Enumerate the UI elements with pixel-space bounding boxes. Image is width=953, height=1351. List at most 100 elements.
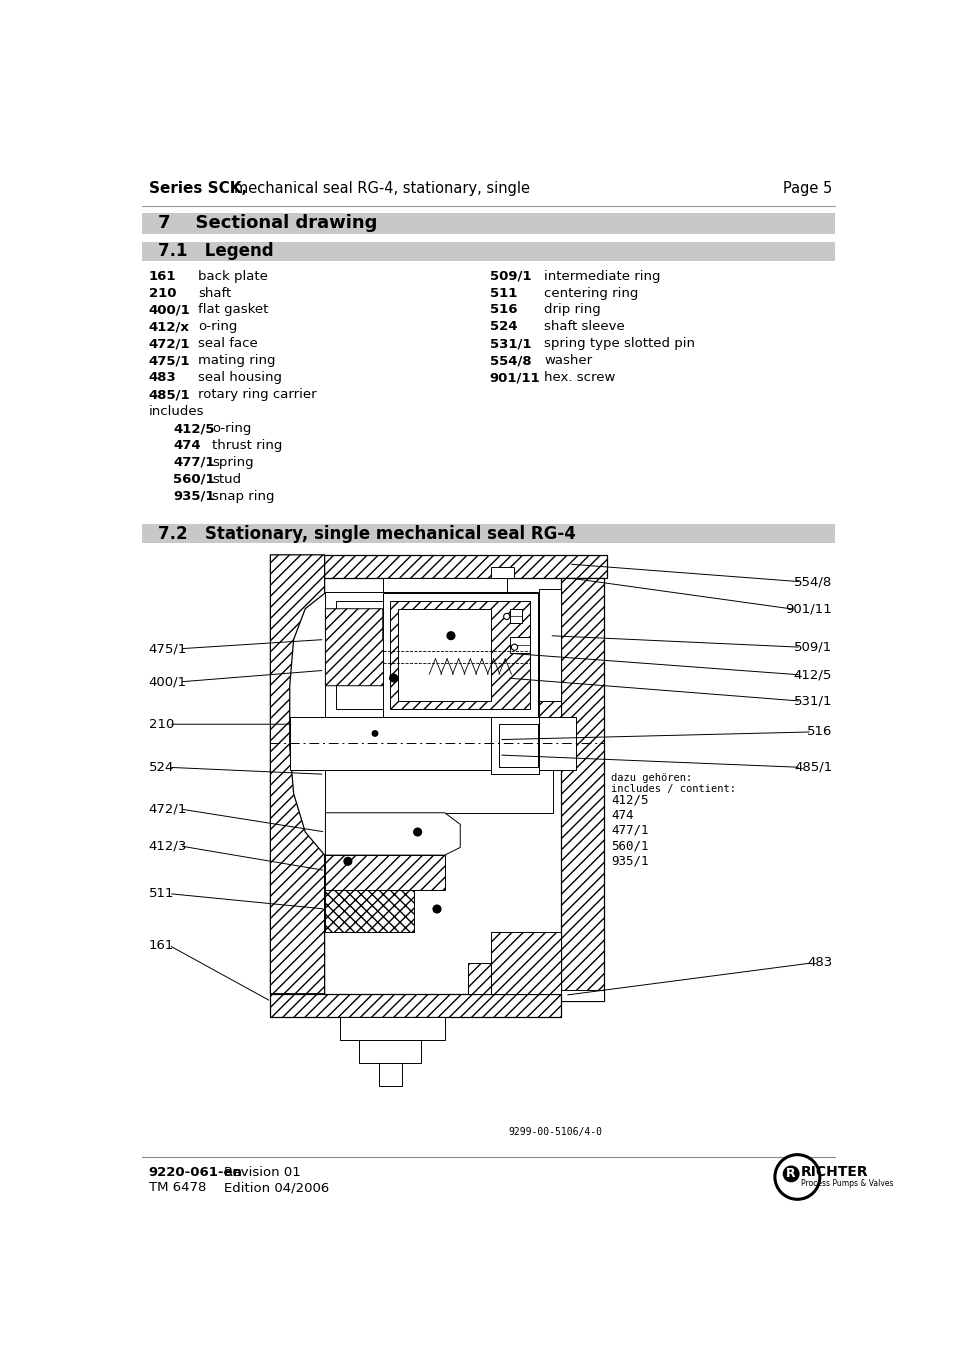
Bar (538, 589, 560, 701)
Text: 935/1: 935/1 (173, 490, 214, 503)
Text: o-ring: o-ring (212, 422, 252, 435)
Bar (142, 242, 835, 261)
Polygon shape (325, 855, 444, 890)
Bar (390, 601, 530, 709)
Text: 485/1: 485/1 (793, 761, 831, 774)
Text: 554/8: 554/8 (793, 576, 831, 588)
Bar (290, 716, 576, 770)
Text: thrust ring: thrust ring (212, 439, 282, 453)
Text: drip ring: drip ring (543, 304, 600, 316)
Polygon shape (270, 555, 324, 994)
Text: 412/x: 412/x (149, 320, 190, 334)
Text: mating ring: mating ring (198, 354, 275, 367)
Text: 524: 524 (489, 320, 517, 334)
Circle shape (511, 644, 517, 650)
Text: 400/1: 400/1 (149, 676, 187, 689)
Text: rotary ring carrier: rotary ring carrier (198, 388, 316, 401)
Text: mechanical seal RG-4, stationary, single: mechanical seal RG-4, stationary, single (233, 181, 530, 196)
Text: o-ring: o-ring (198, 320, 237, 334)
Text: 509/1: 509/1 (489, 270, 531, 282)
Circle shape (774, 1155, 819, 1200)
Text: centering ring: centering ring (543, 286, 638, 300)
Text: 474: 474 (611, 809, 633, 821)
Text: spring type slotted pin: spring type slotted pin (543, 338, 694, 350)
Text: 210: 210 (149, 717, 173, 731)
Circle shape (372, 731, 377, 736)
Text: back plate: back plate (198, 270, 268, 282)
Bar (531, 597, 538, 693)
Text: hex. screw: hex. screw (543, 372, 615, 384)
Text: 474: 474 (173, 439, 201, 453)
Text: Process Pumps & Valves: Process Pumps & Valves (801, 1178, 893, 1188)
Text: 472/1: 472/1 (149, 802, 187, 816)
Bar (537, 990, 603, 1001)
Circle shape (782, 1166, 798, 1182)
Bar (498, 724, 537, 766)
Text: stud: stud (212, 473, 241, 486)
Bar (378, 1063, 402, 1086)
Circle shape (414, 828, 421, 836)
Text: 7.1   Legend: 7.1 Legend (158, 242, 274, 261)
Text: 412/3: 412/3 (149, 839, 187, 852)
Text: 511: 511 (149, 888, 174, 900)
Text: 7.2   Stationary, single mechanical seal RG-4: 7.2 Stationary, single mechanical seal R… (158, 524, 576, 543)
Circle shape (433, 905, 440, 913)
Text: 516: 516 (489, 304, 517, 316)
Bar (560, 578, 603, 1001)
Text: TM 6478: TM 6478 (149, 1181, 206, 1194)
Circle shape (344, 858, 352, 865)
Text: 531/1: 531/1 (489, 338, 531, 350)
Bar (325, 592, 537, 716)
Text: snap ring: snap ring (212, 490, 274, 503)
Text: 400/1: 400/1 (149, 304, 191, 316)
Text: 524: 524 (149, 761, 173, 774)
Bar (325, 770, 553, 813)
Bar (397, 609, 491, 701)
Text: seal housing: seal housing (198, 372, 282, 384)
Text: 935/1: 935/1 (611, 855, 648, 867)
Text: 554/8: 554/8 (489, 354, 531, 367)
Text: 560/1: 560/1 (173, 473, 214, 486)
Text: 9299-00-5106/4-0: 9299-00-5106/4-0 (508, 1127, 602, 1138)
Text: 210: 210 (149, 286, 176, 300)
Text: 472/1: 472/1 (149, 338, 190, 350)
Text: washer: washer (543, 354, 592, 367)
Text: Series SCK,: Series SCK, (149, 181, 247, 196)
Text: Page 5: Page 5 (782, 181, 831, 196)
Text: includes: includes (149, 405, 204, 417)
Polygon shape (325, 813, 459, 855)
Text: dazu gehören:: dazu gehören: (611, 773, 692, 784)
Circle shape (447, 632, 455, 639)
Text: Revision 01: Revision 01 (224, 1166, 300, 1179)
Text: 485/1: 485/1 (149, 388, 191, 401)
Bar (468, 963, 491, 994)
Text: 477/1: 477/1 (611, 824, 648, 838)
Bar (340, 1017, 444, 1040)
Text: 483: 483 (806, 957, 831, 970)
Text: shaft: shaft (198, 286, 232, 300)
Bar (142, 524, 835, 543)
Text: 7    Sectional drawing: 7 Sectional drawing (158, 215, 377, 232)
Bar (325, 813, 444, 824)
Text: 560/1: 560/1 (611, 839, 648, 852)
Text: 516: 516 (806, 725, 831, 739)
Circle shape (503, 613, 509, 620)
Text: spring: spring (212, 455, 253, 469)
Bar (509, 609, 521, 623)
Text: 161: 161 (149, 939, 173, 951)
Bar (382, 593, 537, 716)
Bar (325, 867, 414, 932)
Text: 412/5: 412/5 (173, 422, 214, 435)
Text: 511: 511 (489, 286, 517, 300)
Text: 412/5: 412/5 (611, 793, 648, 807)
Text: 412/5: 412/5 (793, 669, 831, 681)
Bar (382, 578, 506, 592)
Text: R: R (785, 1167, 795, 1181)
Bar (325, 820, 444, 867)
Text: 477/1: 477/1 (173, 455, 214, 469)
Text: 901/11: 901/11 (489, 372, 539, 384)
Bar (320, 555, 607, 578)
Text: includes / contient:: includes / contient: (611, 784, 736, 794)
Text: seal face: seal face (198, 338, 257, 350)
Text: flat gasket: flat gasket (198, 304, 269, 316)
